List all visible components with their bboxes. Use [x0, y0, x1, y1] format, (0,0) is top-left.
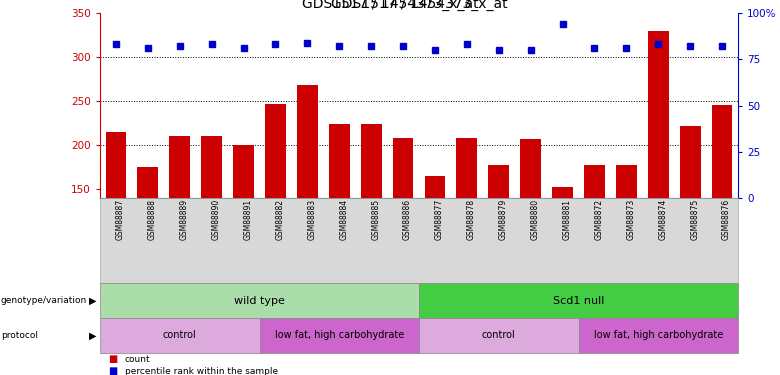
Bar: [105, 132, 126, 321]
Bar: [648, 31, 668, 321]
Text: GSM88891: GSM88891: [243, 199, 253, 240]
Text: low fat, high carbohydrate: low fat, high carbohydrate: [594, 330, 723, 340]
Text: GSM88875: GSM88875: [690, 199, 699, 240]
Text: count: count: [125, 355, 151, 364]
Bar: [424, 176, 445, 321]
Title: GDS1517 / 1454373_x_at: GDS1517 / 1454373_x_at: [331, 0, 507, 10]
Text: GSM88879: GSM88879: [498, 199, 508, 240]
Text: control: control: [163, 330, 197, 340]
Bar: [169, 136, 190, 321]
Bar: [680, 126, 700, 321]
Text: control: control: [482, 330, 516, 340]
Text: GSM88873: GSM88873: [626, 199, 636, 240]
Text: GDS1517 / 1454373_x_at: GDS1517 / 1454373_x_at: [302, 0, 478, 11]
Text: GSM88884: GSM88884: [339, 199, 348, 240]
Text: genotype/variation: genotype/variation: [1, 296, 87, 305]
Bar: [265, 104, 285, 321]
Text: GSM88876: GSM88876: [722, 199, 731, 240]
Bar: [584, 165, 604, 321]
Text: Scd1 null: Scd1 null: [553, 296, 604, 306]
Bar: [361, 124, 381, 321]
Text: GSM88886: GSM88886: [403, 199, 412, 240]
Bar: [456, 138, 477, 321]
Text: protocol: protocol: [1, 331, 37, 340]
Text: low fat, high carbohydrate: low fat, high carbohydrate: [275, 330, 404, 340]
Text: percentile rank within the sample: percentile rank within the sample: [125, 366, 278, 375]
Bar: [488, 165, 509, 321]
Bar: [552, 188, 573, 321]
Bar: [711, 105, 732, 321]
Text: ■: ■: [108, 366, 117, 375]
Text: ▶: ▶: [89, 296, 96, 306]
Text: GSM88874: GSM88874: [658, 199, 667, 240]
Text: GSM88883: GSM88883: [307, 199, 317, 240]
Text: GSM88888: GSM88888: [148, 199, 157, 240]
Bar: [520, 139, 541, 321]
Text: GSM88877: GSM88877: [435, 199, 444, 240]
Text: ■: ■: [108, 354, 117, 364]
Text: GSM88890: GSM88890: [211, 199, 221, 240]
Text: GSM88887: GSM88887: [116, 199, 125, 240]
Bar: [137, 167, 158, 321]
Text: wild type: wild type: [234, 296, 285, 306]
Text: GSM88889: GSM88889: [179, 199, 189, 240]
Bar: [329, 124, 349, 321]
Text: GSM88885: GSM88885: [371, 199, 380, 240]
Text: GSM88878: GSM88878: [467, 199, 476, 240]
Text: GSM88880: GSM88880: [530, 199, 540, 240]
Bar: [392, 138, 413, 321]
Text: GSM88882: GSM88882: [275, 199, 285, 240]
Bar: [201, 136, 222, 321]
Text: GSM88872: GSM88872: [594, 199, 604, 240]
Bar: [297, 85, 317, 321]
Bar: [233, 145, 254, 321]
Text: GSM88881: GSM88881: [562, 199, 572, 240]
Bar: [616, 165, 636, 321]
Text: ▶: ▶: [89, 330, 96, 340]
